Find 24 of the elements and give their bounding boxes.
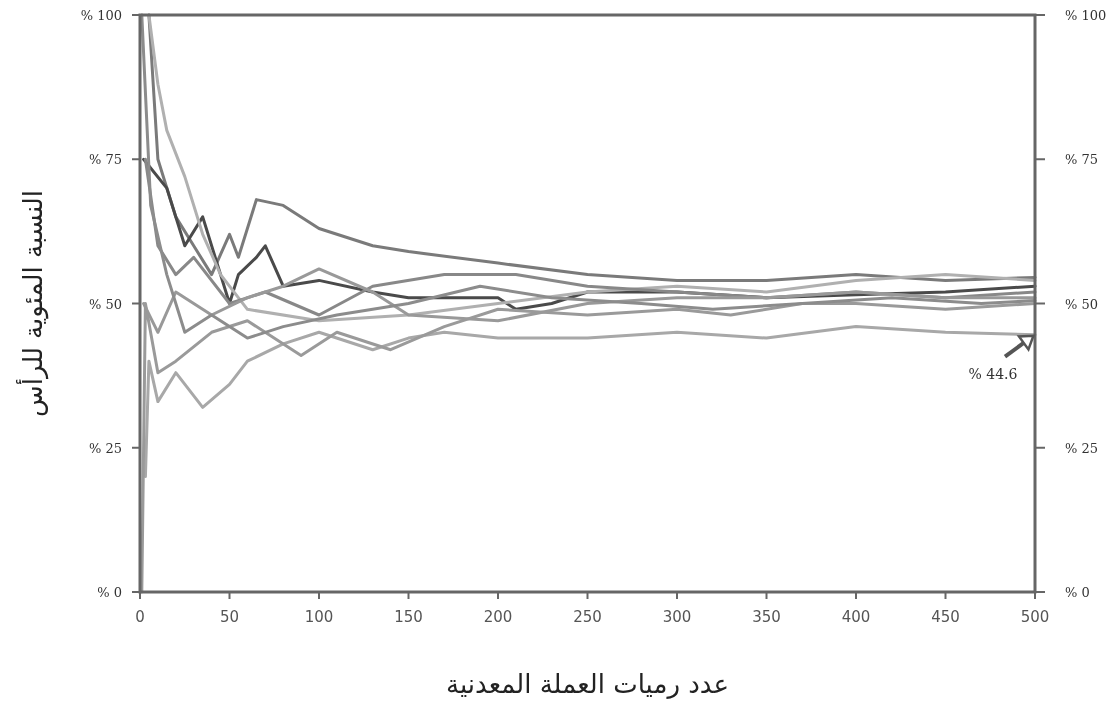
x-tick-label: 400 — [841, 608, 871, 626]
y-tick-label: % 25 — [88, 440, 122, 456]
x-tick-label: 350 — [752, 608, 781, 626]
x-tick-label: 300 — [662, 608, 692, 626]
x-axis-title: عدد رميات العملة المعدنية — [446, 669, 729, 699]
x-tick-label: 500 — [1020, 608, 1050, 626]
y2-tick-label: % 100 — [1065, 8, 1107, 23]
x-tick-label: 100 — [304, 608, 334, 626]
y-tick-label: % 75 — [88, 152, 122, 168]
x-tick-label: 50 — [219, 608, 240, 626]
x-tick-label: 0 — [135, 608, 145, 626]
x-tick-label: 250 — [573, 608, 602, 626]
y2-tick-label: % 25 — [1065, 440, 1099, 456]
x-tick-label: 150 — [394, 608, 423, 626]
y-tick-label: % 100 — [80, 8, 122, 23]
y-tick-label: % 50 — [88, 296, 122, 312]
annotation: % 44.6 — [968, 365, 1018, 382]
y-axis-title: النسبة المئوية للرأس — [15, 190, 49, 417]
y2-tick-label: % 75 — [1065, 152, 1099, 168]
y-tick-label: % 0 — [97, 585, 122, 600]
x-tick-label: 200 — [483, 608, 513, 626]
y2-tick-label: % 0 — [1065, 585, 1090, 600]
x-tick-label: 450 — [931, 608, 960, 626]
y2-tick-label: % 50 — [1065, 296, 1099, 312]
